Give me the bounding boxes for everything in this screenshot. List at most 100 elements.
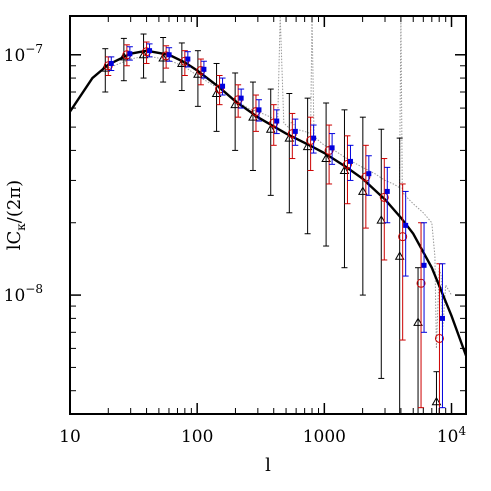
square-marker [147, 48, 153, 54]
data-point-circle-open [398, 183, 408, 341]
x-tick-label: 104 [437, 424, 467, 447]
circle-marker [342, 159, 352, 169]
triangle-marker [376, 215, 387, 224]
square-marker [166, 52, 172, 58]
y-tick-label: 10−7 [4, 42, 43, 66]
data-point-triangle-open [100, 48, 111, 93]
plot-frame [69, 15, 467, 415]
data-point-triangle-open [138, 33, 149, 79]
data-point-circle-open [180, 50, 190, 76]
data-point-square-filled [384, 166, 391, 224]
square-marker [366, 171, 372, 177]
data-point-square-filled [238, 88, 245, 109]
data-point-square-filled [166, 47, 173, 62]
triangle-marker [193, 69, 203, 78]
square-marker [347, 158, 353, 164]
square-marker [274, 118, 280, 124]
triangle-marker [158, 52, 168, 62]
data-point-triangle-open [248, 81, 258, 171]
data-point-triangle-open [230, 72, 241, 151]
theory-curve-layer [70, 49, 466, 357]
square-marker [238, 95, 244, 101]
square-marker [421, 262, 427, 268]
triangle-marker [138, 49, 149, 59]
data-points-layer [100, 33, 446, 414]
data-point-square-filled [439, 263, 446, 409]
square-marker [127, 51, 133, 57]
data-point-square-filled [365, 155, 372, 196]
circle-marker [215, 84, 225, 94]
data-point-triangle-open [321, 102, 331, 247]
square-marker [108, 60, 114, 66]
data-point-circle-open [361, 144, 371, 229]
x-axis-label: l [265, 455, 271, 476]
data-point-square-filled [108, 56, 115, 72]
data-point-circle-open [142, 41, 152, 64]
triangle-marker [119, 51, 129, 61]
square-marker [220, 83, 226, 89]
data-point-circle-open [379, 158, 389, 261]
circle-marker [361, 172, 371, 182]
circle-marker [379, 192, 389, 202]
x-tick-label: 1000 [303, 427, 346, 447]
data-point-triangle-open [265, 88, 276, 196]
data-point-square-filled [329, 133, 336, 165]
data-point-triangle-open [193, 50, 203, 107]
data-point-triangle-open [376, 128, 387, 379]
triangle-marker [413, 317, 423, 326]
circle-marker [434, 333, 444, 343]
x-tick-label: 100 [181, 427, 213, 447]
square-marker [329, 145, 335, 151]
square-marker [185, 56, 191, 62]
data-point-square-filled [255, 99, 262, 122]
triangle-marker [302, 141, 313, 151]
circle-marker [416, 278, 426, 288]
data-point-circle-open [324, 124, 334, 185]
data-point-square-filled [219, 77, 226, 96]
data-point-square-filled [402, 190, 409, 277]
data-point-square-filled [310, 124, 317, 154]
square-marker [311, 135, 317, 141]
square-marker [256, 107, 262, 113]
data-point-triangle-open [302, 97, 313, 235]
noise-curve-line [108, 16, 452, 349]
square-marker [201, 66, 207, 72]
triangle-marker [100, 63, 111, 72]
circle-marker [398, 232, 408, 242]
triangle-marker [230, 99, 241, 109]
circle-marker [324, 145, 334, 155]
square-marker [403, 222, 409, 228]
y-tick-label: 10−8 [4, 282, 43, 306]
data-point-triangle-open [158, 37, 168, 83]
data-point-triangle-open [413, 267, 423, 414]
triangle-marker [394, 251, 405, 260]
theory-curve-line [70, 49, 466, 357]
noise-curve-layer [108, 16, 452, 349]
triangle-marker [431, 396, 442, 406]
data-point-square-filled [292, 118, 299, 146]
data-point-square-filled [200, 60, 207, 79]
triangle-marker [321, 153, 331, 163]
data-point-circle-open [342, 135, 352, 205]
data-point-triangle-open [119, 37, 129, 82]
square-marker [439, 315, 445, 321]
data-point-triangle-open [357, 116, 368, 296]
data-point-square-filled [184, 51, 191, 68]
data-point-circle-open [215, 74, 225, 106]
triangle-marker [248, 112, 258, 121]
x-tick-label: 10 [59, 427, 81, 447]
triangle-marker [357, 186, 368, 195]
data-point-triangle-open [431, 371, 442, 414]
triangle-marker [339, 165, 350, 174]
square-marker [384, 188, 390, 194]
y-axis-label: lCκ/(2π) [4, 180, 28, 250]
data-point-square-filled [347, 144, 354, 181]
triangle-marker [176, 58, 187, 67]
data-point-square-filled [421, 222, 428, 333]
data-point-square-filled [273, 109, 280, 135]
data-point-square-filled [146, 43, 153, 58]
square-marker [292, 128, 298, 134]
data-point-square-filled [126, 46, 133, 61]
triangle-marker [265, 124, 276, 133]
